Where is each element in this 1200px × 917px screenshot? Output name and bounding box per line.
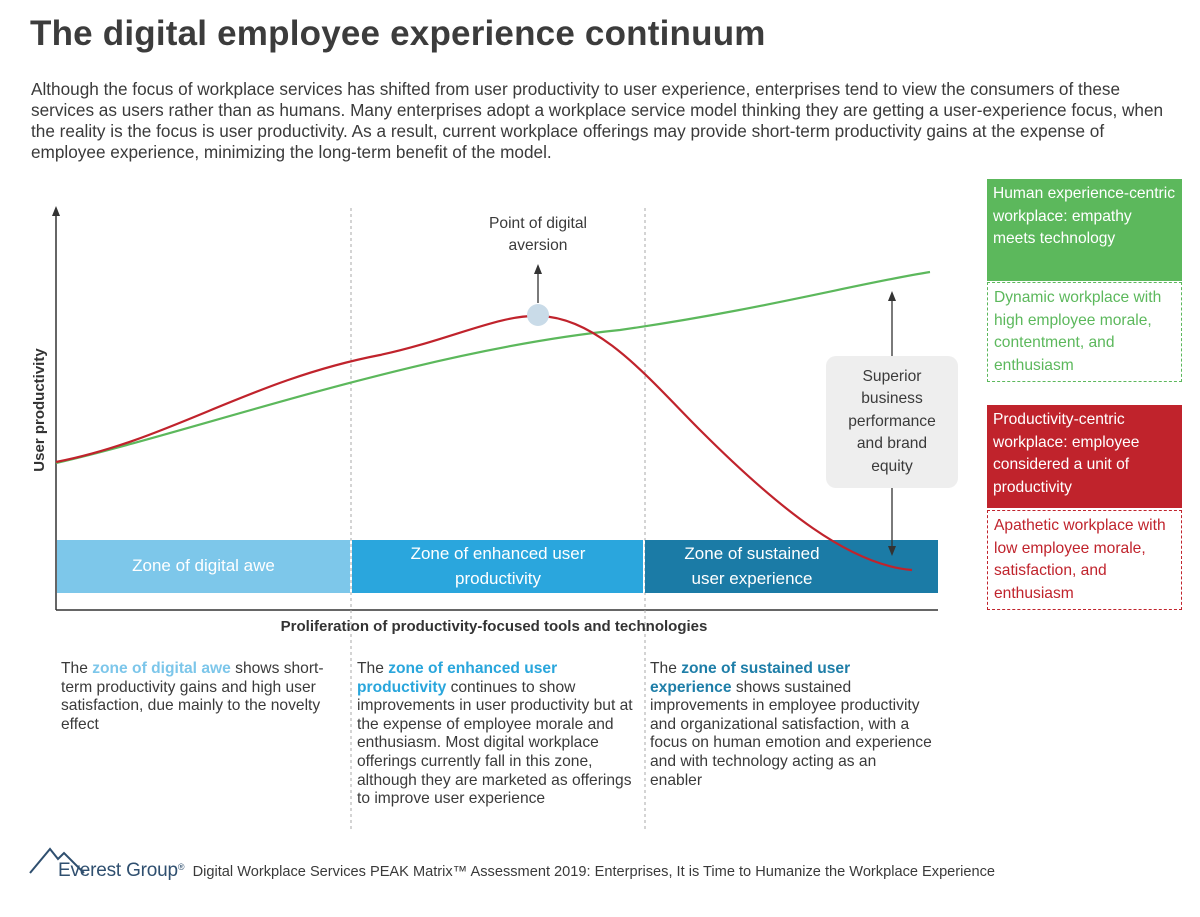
peak-label-line2: aversion bbox=[509, 237, 568, 254]
gap-arrowhead-top bbox=[888, 291, 896, 301]
peak-point-marker bbox=[527, 304, 549, 326]
legend-human-title: Human experience-centric workplace: empa… bbox=[987, 179, 1182, 281]
zone-description-enhanced: The zone of enhanced user productivity c… bbox=[357, 660, 639, 809]
footer: Everest Group® Digital Workplace Service… bbox=[32, 860, 995, 882]
intro-paragraph: Although the focus of workplace services… bbox=[31, 79, 1164, 162]
zone-description-awe: The zone of digital awe shows short-term… bbox=[61, 660, 347, 734]
y-axis-label: User productivity bbox=[31, 348, 48, 472]
zone-band-enhanced bbox=[352, 540, 643, 593]
peak-arrowhead bbox=[534, 264, 542, 274]
desc-awe-highlight: zone of digital awe bbox=[92, 660, 231, 677]
legend-productivity-title: Productivity-centric workplace: employee… bbox=[987, 405, 1182, 508]
legend-human-desc: Dynamic workplace with high employee mor… bbox=[987, 282, 1182, 382]
callout-text: Superior business performance and brand … bbox=[848, 367, 936, 475]
zone-band-awe bbox=[57, 540, 350, 593]
footer-registered-mark: ® bbox=[177, 862, 185, 873]
desc-enhanced-post: continues to show improvements in user p… bbox=[357, 678, 633, 808]
callout-business-performance: Superior business performance and brand … bbox=[826, 356, 958, 488]
desc-awe-post: shows short-term productivity gains and … bbox=[61, 660, 324, 733]
desc-sustained-post: shows sustained improvements in employee… bbox=[650, 678, 932, 789]
legend-productivity-desc: Apathetic workplace with low employee mo… bbox=[987, 510, 1182, 610]
footer-logo-text: Everest Group bbox=[58, 860, 178, 881]
everest-logo-mountain-icon bbox=[29, 847, 85, 874]
zone-description-sustained: The zone of sustained user experience sh… bbox=[650, 660, 932, 790]
zone-label-enhanced: Zone of enhanced user productivity bbox=[410, 544, 586, 588]
page-title: The digital employee experience continuu… bbox=[30, 14, 766, 53]
desc-sustained-pre: The bbox=[650, 660, 682, 677]
desc-enhanced-pre: The bbox=[357, 660, 389, 677]
footer-source-text: Digital Workplace Services PEAK Matrix™ … bbox=[192, 864, 996, 880]
y-axis-arrowhead bbox=[52, 206, 60, 216]
productivity-curve bbox=[55, 314, 913, 572]
gap-arrowhead-bottom bbox=[888, 546, 896, 556]
human-experience-curve bbox=[55, 270, 931, 465]
zone-label-sustained: Zone of sustained user experience bbox=[684, 544, 820, 588]
x-axis-label: Proliferation of productivity-focused to… bbox=[281, 618, 708, 635]
zone-label-awe: Zone of digital awe bbox=[132, 556, 275, 576]
peak-label-line1: Point of digital bbox=[489, 215, 587, 232]
desc-awe-pre: The bbox=[61, 660, 93, 677]
desc-sustained-highlight: zone of sustained user experience bbox=[650, 660, 851, 696]
desc-enhanced-highlight: zone of enhanced user productivity bbox=[357, 660, 558, 696]
